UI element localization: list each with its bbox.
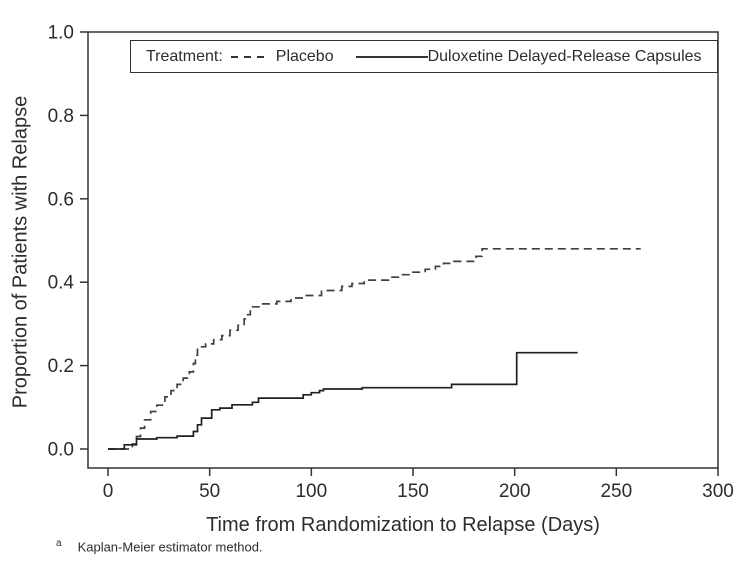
- y-tick-label: 1.0: [48, 23, 74, 44]
- x-tick-label: 150: [397, 481, 429, 502]
- x-tick-label: 50: [199, 481, 220, 502]
- x-tick-label: 250: [600, 481, 632, 502]
- y-tick-label: 0.2: [48, 356, 74, 377]
- curve-placebo: [108, 247, 641, 450]
- legend-label-duloxetine: Duloxetine Delayed-Release Capsules: [427, 47, 702, 65]
- y-tick-label: 0.8: [48, 106, 74, 127]
- legend-label-placebo: Placebo: [275, 47, 334, 65]
- x-axis-title: Time from Randomization to Relapse (Days…: [206, 514, 600, 536]
- legend-solid-line-sample: [355, 55, 428, 58]
- y-tick-label: 0.6: [48, 189, 74, 210]
- legend-title: Treatment:: [146, 47, 223, 65]
- x-tick-label: 0: [103, 481, 114, 502]
- x-tick-label: 200: [499, 481, 531, 502]
- legend-dashed-line-sample: [230, 55, 270, 58]
- y-tick-label: 0.0: [48, 440, 74, 461]
- curve-duloxetine: [108, 351, 578, 450]
- footnote-text: Kaplan-Meier estimator method.: [77, 539, 263, 555]
- y-tick-label: 0.4: [48, 273, 75, 294]
- legend-box: Treatment: Placebo Duloxetine Delayed-Re…: [130, 40, 718, 73]
- x-tick-label: 100: [295, 481, 327, 502]
- y-axis-title: Proportion of Patients with Relapse: [9, 95, 32, 409]
- x-tick-label: 300: [702, 481, 734, 502]
- footnote: a Kaplan-Meier estimator method.: [56, 538, 263, 554]
- plot-frame: [87, 31, 719, 469]
- footnote-marker: a: [56, 538, 62, 549]
